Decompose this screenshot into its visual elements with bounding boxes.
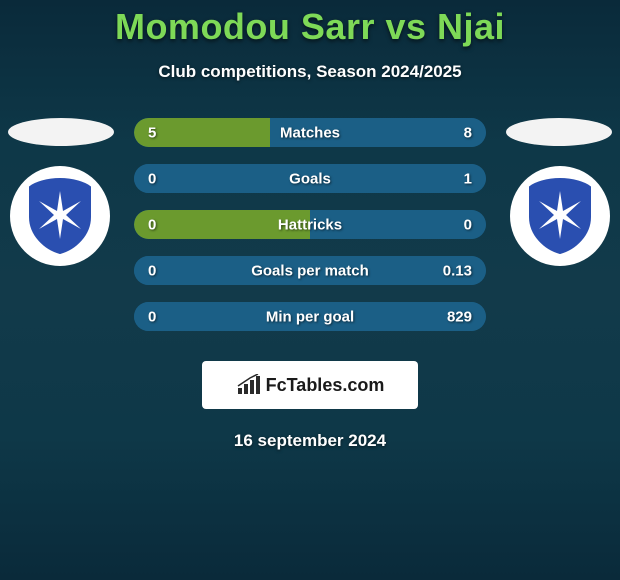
chart-icon [236,374,262,396]
stat-label: Hattricks [278,216,342,233]
stat-row: 0 0.13 Goals per match [134,256,486,285]
date-text: 16 september 2024 [0,431,620,451]
stat-row: 0 1 Goals [134,164,486,193]
stat-label: Matches [280,124,340,141]
brand-text: FcTables.com [266,375,385,396]
stat-label: Goals [289,170,331,187]
stat-rows: 5 8 Matches 0 1 Goals 0 0 Hattricks 0 0.13 Goals pe… [134,118,486,331]
stat-label: Min per goal [266,308,354,325]
stat-right-value: 829 [447,308,472,325]
content-area: Momodou Sarr vs Njai Club competitions, … [0,0,620,580]
stat-right-value: 8 [464,124,472,141]
page-title: Momodou Sarr vs Njai [0,6,620,48]
stat-left-value: 0 [148,262,156,279]
stat-left-value: 0 [148,308,156,325]
stat-left-value: 5 [148,124,156,141]
club-crest-right [510,166,610,266]
crest-circle [10,166,110,266]
shield-icon [527,177,593,255]
stat-label: Goals per match [251,262,369,279]
stat-left-value: 0 [148,170,156,187]
player-right-oval [506,118,612,146]
brand-badge: FcTables.com [202,361,418,409]
player-left-oval [8,118,114,146]
stat-right-value: 0.13 [443,262,472,279]
stat-right-value: 1 [464,170,472,187]
stat-row: 0 829 Min per goal [134,302,486,331]
shield-icon [27,177,93,255]
stat-right-value: 0 [464,216,472,233]
stat-left-value: 0 [148,216,156,233]
crest-circle [510,166,610,266]
comparison-area: 5 8 Matches 0 1 Goals 0 0 Hattricks 0 0.13 Goals pe… [0,118,620,331]
stat-row: 5 8 Matches [134,118,486,147]
stat-row: 0 0 Hattricks [134,210,486,239]
subtitle: Club competitions, Season 2024/2025 [0,62,620,82]
club-crest-left [10,166,110,266]
